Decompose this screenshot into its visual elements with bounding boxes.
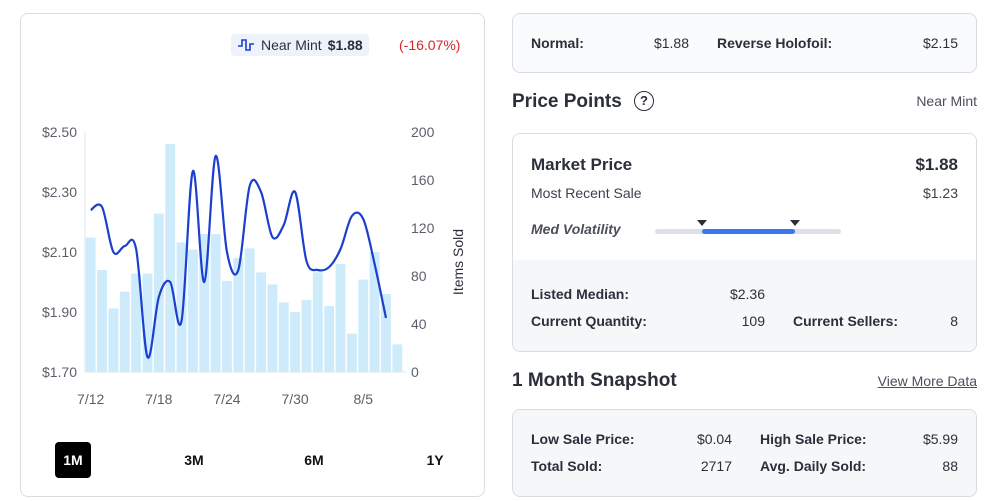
- volume-axis-tick: 160: [411, 172, 435, 188]
- volume-axis-tick: 200: [411, 124, 435, 140]
- market-price-label: Market Price: [531, 155, 633, 174]
- view-more-data-link[interactable]: View More Data: [877, 373, 977, 389]
- range-button-3m[interactable]: 3M: [184, 452, 204, 468]
- avg-daily-sold-label: Avg. Daily Sold:: [760, 458, 867, 474]
- low-sale-price-value: $0.04: [696, 431, 732, 447]
- current-quantity-value: 109: [741, 313, 765, 329]
- price-history-chart: $2.50 $2.30 $2.10 $1.90 $1.70 200 160 120 80 40 0 I…: [42, 124, 466, 407]
- reverse-holofoil-label: Reverse Holofoil:: [717, 35, 833, 51]
- market-price-section: Market Price $1.88 Most Recent Sale $1.2…: [513, 134, 976, 260]
- volume-bar: [222, 280, 232, 372]
- volume-bar: [131, 273, 142, 372]
- volume-bar: [290, 312, 301, 372]
- volume-bar: [108, 308, 119, 372]
- high-sale-price-value: $5.99: [922, 431, 958, 447]
- avg-daily-sold-value: 88: [942, 458, 958, 474]
- normal-label: Normal:: [531, 35, 584, 51]
- volume-axis-tick: 0: [411, 364, 419, 380]
- volume-bar: [85, 237, 96, 372]
- volume-bar: [267, 284, 278, 372]
- normal-value: $1.88: [653, 35, 689, 51]
- volume-bar: [392, 344, 403, 372]
- question-circle-icon[interactable]: ?: [634, 91, 654, 111]
- volume-bar: [176, 242, 187, 372]
- volatility-meter-fill: [701, 229, 795, 234]
- volume-axis-tick: 120: [411, 220, 435, 236]
- price-points-title: Price Points: [512, 91, 622, 112]
- volume-bar: [233, 258, 244, 372]
- listing-stats-section: Listed Median: $2.36 Current Quantity: 1…: [513, 260, 976, 351]
- range-button-6m[interactable]: 6M: [304, 452, 324, 468]
- snapshot-card: Low Sale Price: $0.04 High Sale Price: $…: [512, 409, 977, 497]
- volatility-marker-low: [696, 220, 707, 226]
- volume-bar: [301, 300, 312, 372]
- high-sale-price-label: High Sale Price:: [760, 431, 867, 447]
- line-series-icon: [238, 39, 254, 51]
- snapshot-title: 1 Month Snapshot: [512, 370, 677, 391]
- volume-bar: [97, 270, 107, 372]
- volume-bar: [165, 144, 176, 372]
- volume-bar: [210, 234, 221, 372]
- price-points-card: Market Price $1.88 Most Recent Sale $1.2…: [512, 133, 977, 352]
- volume-bar: [142, 273, 153, 372]
- volume-axis-tick: 80: [411, 268, 427, 284]
- most-recent-sale-value: $1.23: [922, 185, 958, 201]
- volume-bar: [381, 294, 391, 372]
- date-axis-tick: 7/24: [213, 391, 240, 407]
- low-sale-price-label: Low Sale Price:: [531, 431, 635, 447]
- volume-bar: [244, 248, 255, 372]
- volume-bar: [312, 272, 323, 372]
- date-axis-tick: 7/30: [281, 391, 308, 407]
- date-axis-tick: 8/5: [354, 391, 374, 407]
- volume-bar: [335, 264, 346, 372]
- current-quantity-label: Current Quantity:: [531, 313, 647, 329]
- volatility-meter: [655, 220, 841, 234]
- volume-bar: [369, 252, 380, 372]
- volume-axis-tick: 40: [411, 316, 427, 332]
- volatility-label: Med Volatility: [531, 221, 621, 237]
- volume-bar: [119, 291, 130, 372]
- range-button-1m[interactable]: 1M: [55, 442, 91, 478]
- legend-price: $1.88: [327, 37, 363, 53]
- volatility-marker-high: [789, 220, 800, 226]
- total-sold-value: 2717: [700, 458, 732, 474]
- listed-median-value: $2.36: [729, 286, 765, 302]
- price-axis-tick: $1.70: [42, 364, 77, 380]
- volume-bar: [256, 272, 266, 372]
- volume-bar: [187, 249, 198, 372]
- price-axis-tick: $2.10: [42, 244, 77, 260]
- printing-prices-card: Normal: $1.88 Reverse Holofoil: $2.15: [512, 13, 977, 73]
- price-points-condition: Near Mint: [916, 93, 977, 109]
- price-axis-tick: $1.90: [42, 304, 77, 320]
- legend-near-mint[interactable]: Near Mint $1.88: [231, 34, 369, 56]
- range-selector: 1M 3M 6M 1Y: [55, 442, 455, 478]
- listed-median-label: Listed Median:: [531, 286, 630, 302]
- price-axis-tick: $2.50: [42, 124, 77, 140]
- price-line: [90, 154, 388, 359]
- reverse-holofoil-value: $2.15: [922, 35, 958, 51]
- volume-axis-label: Items Sold: [450, 229, 466, 295]
- volume-bar: [278, 302, 289, 372]
- current-sellers-label: Current Sellers:: [793, 313, 899, 329]
- total-sold-label: Total Sold:: [531, 458, 603, 474]
- date-axis-tick: 7/18: [145, 391, 172, 407]
- volume-bar: [346, 333, 357, 372]
- legend-condition: Near Mint: [261, 37, 322, 53]
- legend-change: (-16.07%): [399, 37, 461, 53]
- price-axis-tick: $2.30: [42, 184, 77, 200]
- date-axis-tick: 7/12: [77, 391, 104, 407]
- range-button-1y[interactable]: 1Y: [426, 452, 444, 468]
- most-recent-sale-label: Most Recent Sale: [531, 185, 642, 201]
- volume-bar: [358, 279, 369, 372]
- volume-bar: [324, 306, 335, 372]
- volume-bar: [199, 234, 210, 372]
- price-history-card: $2.50 $2.30 $2.10 $1.90 $1.70 200 160 120 80 40 0 I…: [20, 13, 485, 497]
- market-price-value: $1.88: [915, 155, 958, 174]
- current-sellers-value: 8: [950, 313, 958, 329]
- volume-bar: [153, 213, 164, 372]
